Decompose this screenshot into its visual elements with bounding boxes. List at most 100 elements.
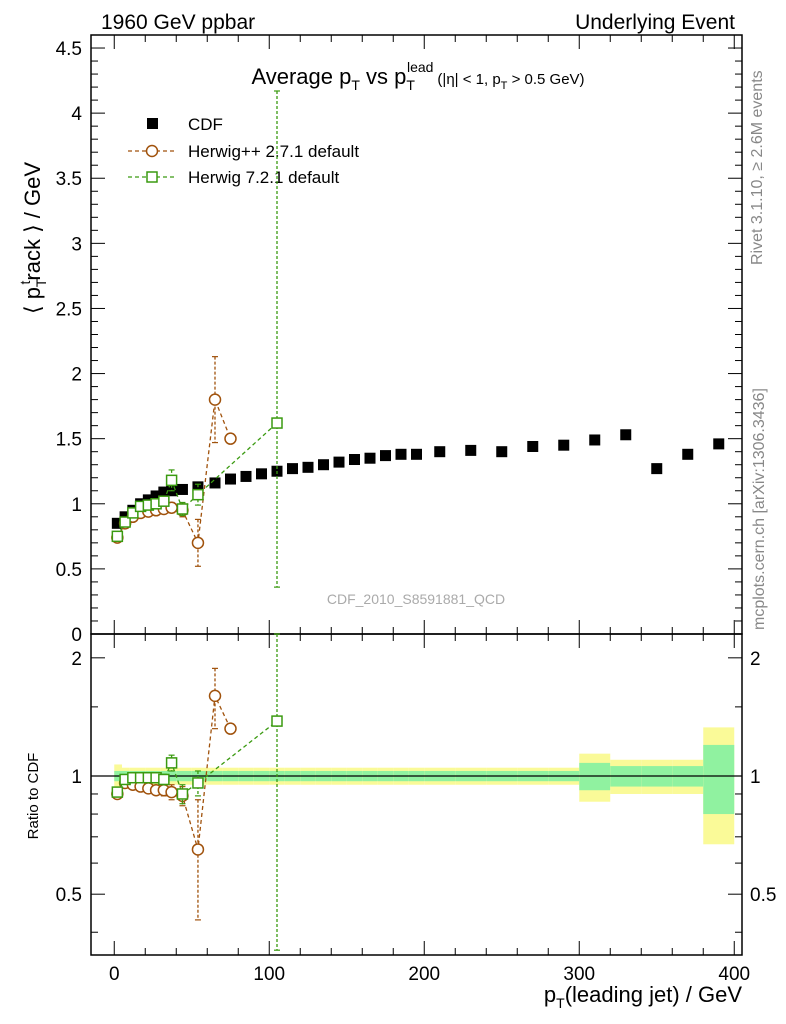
header-left: 1960 GeV ppbar [101,11,255,34]
ratio-band-inner [703,744,735,815]
analysis-watermark: CDF_2010_S8591881_QCD [327,591,505,607]
x-axis-label-sub: T [556,995,565,1011]
legend-marker-herwigpp [145,144,159,158]
y-tick-label: 0 [71,625,82,646]
cdf-point [302,461,314,473]
ratio-y-tick-label-right: 0.5 [750,885,776,906]
x-tick-label: 0 [109,964,120,985]
legend-label-herwig7: Herwig 7.2.1 default [188,168,339,187]
cdf-point [395,448,407,460]
ratio-y-tick-label: 1 [71,767,82,788]
main-title: Average pT vs pTlead(|η| < 1, pT > 0.5 G… [251,59,584,93]
herwig7-ratio-point [176,788,189,800]
ratio-y-tick-label-right: 2 [750,649,761,670]
herwig7-ratio-point [165,757,178,769]
axes: 0 100 200 300 400 0 0.5 1 1.5 2 2.5 3 3.5 4 4.5 0.5 0.5 1… [56,34,776,985]
cdf-point [496,446,508,458]
herwig7-point [127,507,139,519]
title-cuts-b: > 0.5 GeV) [507,71,584,88]
cdf-point [225,473,236,485]
cdf-point [158,486,170,498]
cdf-point [589,434,601,446]
cdf-point [287,463,298,475]
cdf-point [527,440,539,452]
legend: CDF Herwig++ 2.7.1 default Herwig 7.2.1 … [128,115,359,187]
cdf-point [176,483,188,495]
main-y-label: ⟨ pTtrack ⟩ / GeV [17,162,49,314]
cdf-point [682,448,694,460]
cdf-point [333,456,345,468]
header-right: Underlying Event [575,11,735,34]
cdf-point [349,454,360,466]
title-sub-t2: T [406,77,415,93]
cdf-point [150,490,162,502]
y-tick-label: 3.5 [56,169,82,190]
cdf-point [380,450,391,462]
cdf-point [434,446,446,458]
herwigpp-point [224,432,237,445]
herwigpp-ratio-point [191,843,205,856]
cdf-point [465,444,477,456]
herwig7-point [165,474,178,487]
legend-marker-cdf [147,118,158,129]
herwig7-ratio-point [271,715,283,727]
y-tick-label: 2.5 [56,299,82,320]
mcplots-label: mcplots.cern.ch [arXiv:1306.3436] [751,388,768,630]
main-y-label-sub: T [33,278,49,287]
herwig7-ratio-point [192,777,204,789]
x-tick-label: 300 [563,964,595,985]
ratio-uncertainty-bands [114,727,735,845]
title-sub-t: T [351,77,360,93]
title-cuts-sub: T [501,80,508,92]
cdf-point [111,517,123,529]
main-y-label-open: ⟨ p [20,287,45,314]
y-tick-label: 2 [71,365,82,386]
cdf-point [318,459,329,471]
y-tick-label: 3 [71,234,82,255]
y-tick-label: 1.5 [56,430,82,451]
y-tick-label: 0.5 [56,560,82,581]
cdf-point [411,448,422,460]
herwig7-point [192,488,204,501]
legend-label-herwigpp: Herwig++ 2.7.1 default [188,142,359,161]
legend-marker-herwig7 [146,171,158,183]
herwig7-point [271,417,283,429]
y-tick-label: 4.5 [56,39,82,60]
title-sup: lead [407,59,433,75]
main-y-label-sup: t [17,281,33,285]
x-tick-label: 100 [253,964,285,985]
ratio-y-tick-label-right: 1 [750,767,761,788]
herwig7-point [119,516,131,528]
herwig7-ratio-point [111,786,124,798]
herwigpp-ratio-point [208,689,222,703]
cdf-point [256,468,267,480]
ratio-y-tick-label: 2 [71,649,82,670]
title-cuts-a: (|η| < 1, p [437,71,500,88]
cdf-point [651,463,663,475]
title-vs: vs p [360,64,406,89]
x-tick-label: 400 [718,964,750,985]
cdf-point [364,452,376,464]
cdf-point [620,429,632,441]
main-y-label-rest: rack ⟩ / GeV [20,162,45,281]
herwig7-point [111,530,124,543]
x-axis-label: pT(leading jet) / GeV [544,982,742,1011]
herwigpp-ratio-point [165,785,178,799]
y-tick-label: 1 [71,495,82,516]
herwig7-point [176,503,189,515]
x-axis-label-rest: (leading jet) / GeV [565,982,743,1007]
title-average: Average p [251,64,351,89]
x-tick-label: 200 [408,964,440,985]
herwigpp-ratio-point [224,722,237,735]
legend-label-cdf: CDF [188,115,223,134]
y-tick-label: 4 [71,104,82,125]
herwig7-point [158,495,170,507]
herwigpp-point [191,536,205,550]
cdf-point [240,470,252,482]
x-axis-label-main: p [544,982,556,1007]
ratio-y-label: Ratio to CDF [25,753,42,840]
ratio-y-tick-label: 0.5 [56,885,82,906]
main-panel-series [111,90,725,588]
cdf-point [713,438,725,450]
